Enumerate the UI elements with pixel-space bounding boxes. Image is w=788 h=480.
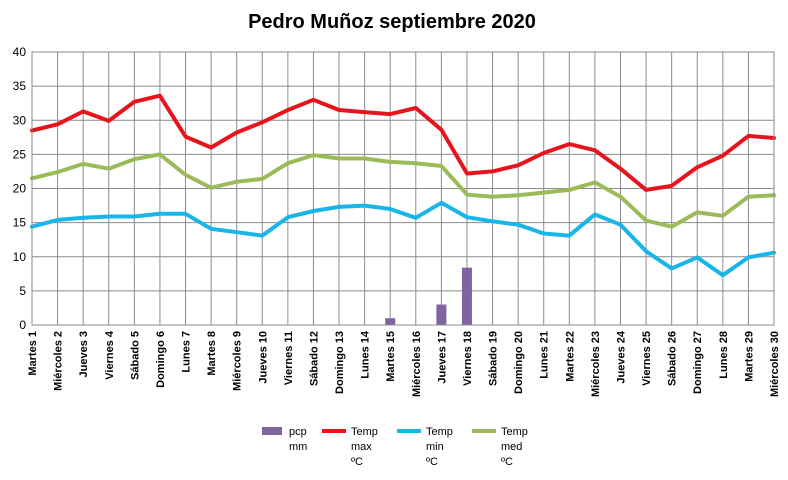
legend-label: med [501,441,522,453]
x-tick-label: Lunes 21 [539,331,551,379]
y-tick-label: 10 [13,250,27,264]
precipitation-bars [385,267,472,325]
legend-item: Temp max ºC [322,426,378,468]
x-tick-label: Sábado 5 [129,331,141,380]
x-tick-label: Lunes 28 [718,331,730,379]
x-tick-label: Miércoles 16 [411,331,423,397]
y-tick-label: 35 [13,79,27,93]
temperature-lines [30,93,776,278]
y-tick-label: 40 [13,45,27,59]
temp-max-c-line [30,93,776,192]
legend-item: pcp mm [262,426,307,453]
x-tick-label: Viernes 4 [104,330,116,380]
legend: pcp mm Temp max ºC Temp min ºC Temp med ºC [262,426,528,468]
chart-title: Pedro Muñoz septiembre 2020 [248,11,536,33]
precipitation-bar [461,267,472,325]
legend-swatch [262,427,282,435]
x-tick-label: Viernes 18 [462,331,474,386]
x-tick-label: Miércoles 30 [769,331,781,397]
legend-label: pcp [289,426,307,438]
x-tick-label: Sábado 19 [488,331,500,386]
x-tick-label: Lunes 14 [360,330,372,379]
x-tick-label: Miércoles 9 [232,331,244,391]
y-tick-label: 20 [13,182,27,196]
legend-item: Temp min ºC [397,426,453,468]
legend-label: min [426,441,444,453]
x-tick-label: Viernes 11 [283,331,295,385]
legend-label: max [351,441,372,453]
x-tick-label: Miércoles 2 [53,331,65,391]
legend-label: ºC [426,456,438,468]
temp-min-c-line [30,200,776,278]
legend-label: mm [289,441,307,453]
y-tick-label: 30 [13,113,27,127]
x-tick-label: Martes 8 [206,331,218,376]
x-tick-label: Sábado 26 [667,331,679,386]
x-tick-label: Martes 29 [743,331,755,382]
precipitation-bar [385,318,396,325]
legend-item: Temp med ºC [472,426,528,468]
x-tick-label: Domingo 20 [513,331,525,394]
temp-med-c-line [30,152,776,229]
y-tick-label: 0 [19,318,26,332]
x-axis: Martes 1 Miércoles 2 Jueves 3 Viernes 4 Sába… [27,330,781,397]
x-tick-label: Domingo 27 [692,331,704,394]
y-tick-label: 15 [13,216,27,230]
x-tick-label: Sábado 12 [308,331,320,386]
plot-area-frame [31,51,775,326]
y-axis: 0 5 10 15 20 25 30 35 40 [13,45,27,332]
legend-label: Temp [351,426,378,438]
precipitation-bar [436,304,447,325]
x-tick-label: Viernes 25 [641,331,653,386]
x-tick-label: Jueves 3 [78,331,90,377]
legend-label: Temp [426,426,453,438]
x-tick-label: Martes 15 [385,331,397,382]
y-tick-label: 25 [13,147,27,161]
legend-label: ºC [351,456,363,468]
legend-label: ºC [501,456,513,468]
x-tick-label: Domingo 6 [155,331,167,388]
x-tick-label: Martes 22 [564,331,576,382]
x-tick-label: Domingo 13 [334,331,346,394]
x-tick-label: Miércoles 23 [590,331,602,397]
y-tick-label: 5 [19,284,26,298]
x-tick-label: Lunes 7 [181,331,193,373]
legend-label: Temp [501,426,528,438]
x-tick-label: Jueves 17 [436,331,448,384]
x-tick-label: Jueves 24 [615,330,627,383]
x-tick-label: Jueves 10 [257,331,269,384]
x-tick-label: Martes 1 [27,331,39,376]
